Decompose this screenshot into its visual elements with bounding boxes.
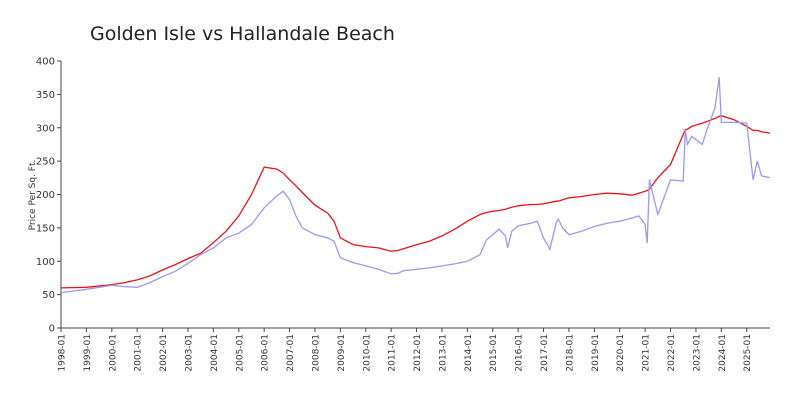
series-line bbox=[60, 115, 771, 289]
y-tick-label: 100 bbox=[36, 257, 55, 268]
x-tick-label: 2017-01 bbox=[540, 334, 550, 372]
x-tick-label: 2011-01 bbox=[388, 334, 398, 372]
y-tick-label: 0 bbox=[49, 324, 55, 335]
y-tick-label: 250 bbox=[36, 157, 55, 168]
x-tick-label: 2009-01 bbox=[337, 334, 347, 372]
x-tick-label: 2002-01 bbox=[159, 334, 169, 372]
x-tick-label: 2023-01 bbox=[692, 334, 702, 372]
x-tick-label: 2006-01 bbox=[261, 334, 271, 372]
y-axis-label: Price Per Sq. Ft. bbox=[28, 160, 38, 231]
x-tick-label: 2013-01 bbox=[438, 334, 448, 372]
x-tick-label: 1998-01 bbox=[58, 334, 68, 372]
x-tick-label: 2001-01 bbox=[134, 334, 144, 372]
x-tick-label: 2004-01 bbox=[210, 334, 220, 372]
x-tick-label: 2019-01 bbox=[591, 334, 601, 372]
x-tick-label: 2005-01 bbox=[235, 334, 245, 372]
x-tick-label: 2021-01 bbox=[642, 334, 652, 372]
series-line bbox=[60, 76, 771, 294]
x-tick-label: 2022-01 bbox=[667, 334, 677, 372]
x-tick-label: 2015-01 bbox=[489, 334, 499, 372]
x-tick-label: 2003-01 bbox=[184, 334, 194, 372]
chart-title: Golden Isle vs Hallandale Beach bbox=[90, 23, 395, 45]
x-tick-label: 2025-01 bbox=[743, 334, 753, 372]
x-tick-label: 2016-01 bbox=[515, 334, 525, 372]
x-tick-label: 1999-01 bbox=[83, 334, 93, 372]
y-tick-label: 300 bbox=[36, 123, 55, 134]
x-tick-label: 2007-01 bbox=[286, 334, 296, 372]
y-tick-label: 50 bbox=[42, 290, 55, 301]
x-tick-label: 2010-01 bbox=[362, 334, 372, 372]
x-tick-label: 2000-01 bbox=[108, 334, 118, 372]
x-tick-label: 2014-01 bbox=[464, 334, 474, 372]
y-tick-label: 150 bbox=[36, 223, 55, 234]
x-tick-label: 2012-01 bbox=[413, 334, 423, 372]
y-tick-label: 350 bbox=[36, 90, 55, 101]
y-tick-label: 400 bbox=[36, 57, 55, 68]
y-tick-label: 200 bbox=[36, 190, 55, 201]
x-tick-label: 2024-01 bbox=[718, 334, 728, 372]
x-tick-label: 2018-01 bbox=[565, 334, 575, 372]
x-tick-label: 2008-01 bbox=[311, 334, 321, 372]
x-tick-label: 2020-01 bbox=[616, 334, 626, 372]
